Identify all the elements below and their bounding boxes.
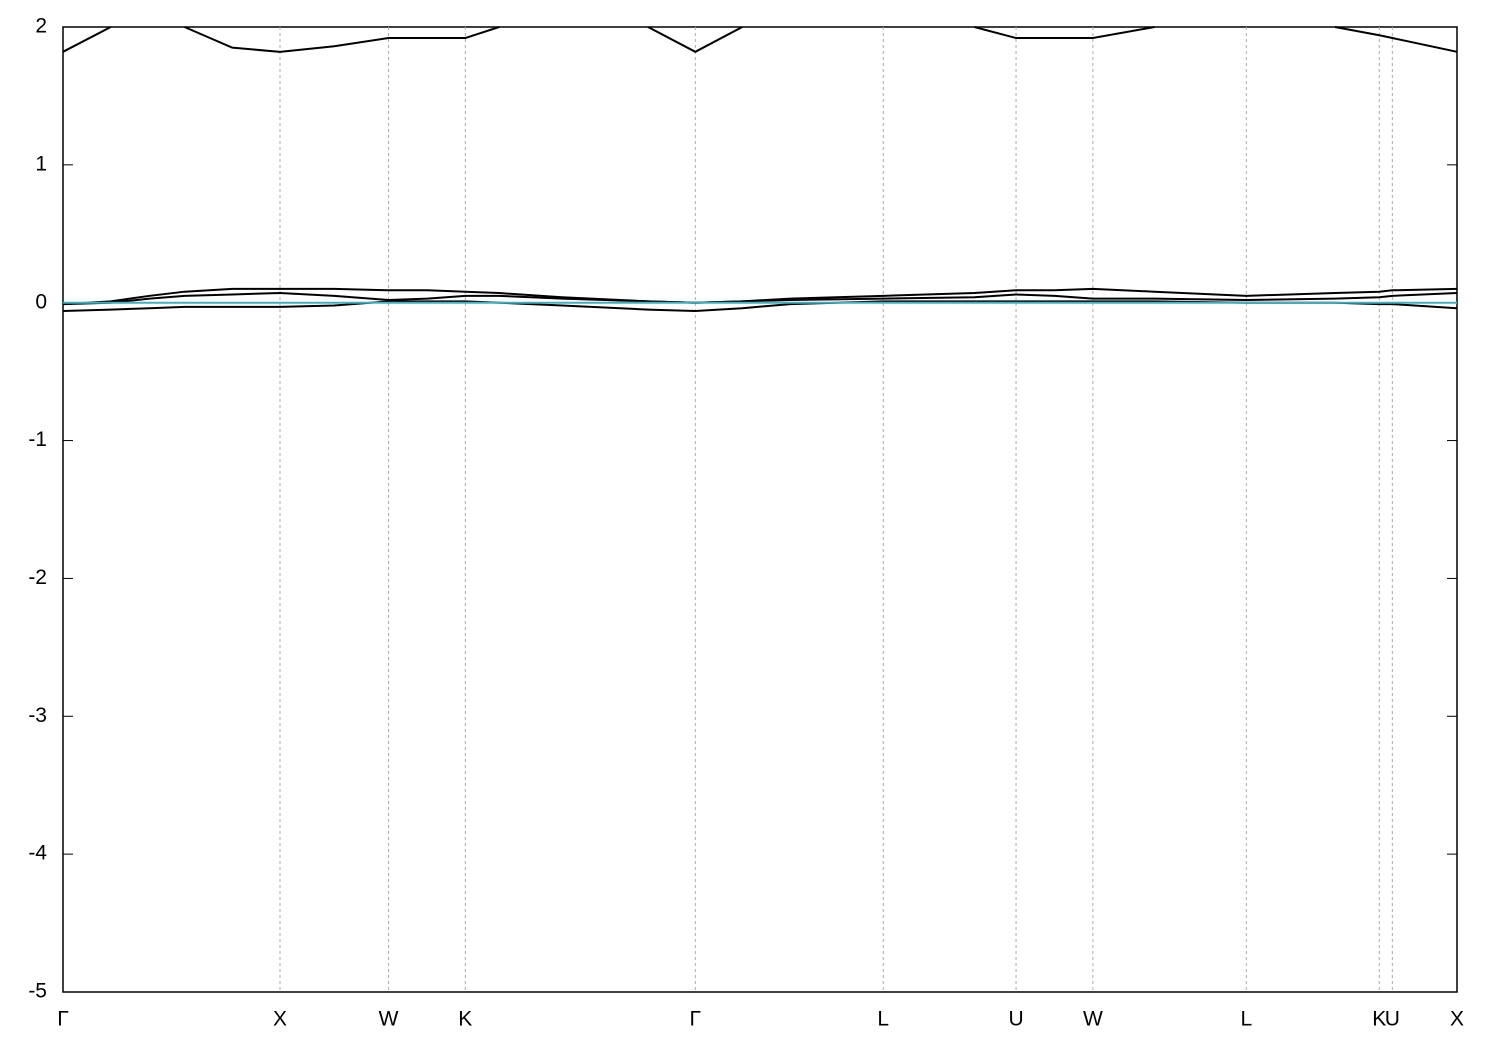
x-tick-label: U <box>1385 1008 1400 1031</box>
x-tick-label: X <box>273 1008 287 1031</box>
y-tick-label: -4 <box>28 842 47 865</box>
y-tick-label: 1 <box>35 152 47 175</box>
y-tick-label: -5 <box>28 980 47 1003</box>
x-tick-label: U <box>1008 1008 1023 1031</box>
y-tick-label: -2 <box>28 566 47 589</box>
x-tick-label: K <box>458 1008 472 1031</box>
x-tick-label: L <box>877 1008 889 1031</box>
y-tick-label: 0 <box>35 290 47 313</box>
y-tick-label: -3 <box>28 704 47 727</box>
y-tick-label: -1 <box>28 428 47 451</box>
plot-frame <box>62 26 1458 993</box>
x-tick-label: W <box>1083 1008 1103 1031</box>
x-tick-label: X <box>1450 1008 1464 1031</box>
x-tick-label: Γ <box>57 1008 69 1031</box>
x-tick-label: W <box>379 1008 399 1031</box>
band-line <box>62 26 1458 53</box>
y-tick-label: 2 <box>35 15 47 38</box>
x-tick-label: K <box>1372 1008 1386 1031</box>
x-tick-label: L <box>1240 1008 1252 1031</box>
x-tick-label: Γ <box>690 1008 702 1031</box>
